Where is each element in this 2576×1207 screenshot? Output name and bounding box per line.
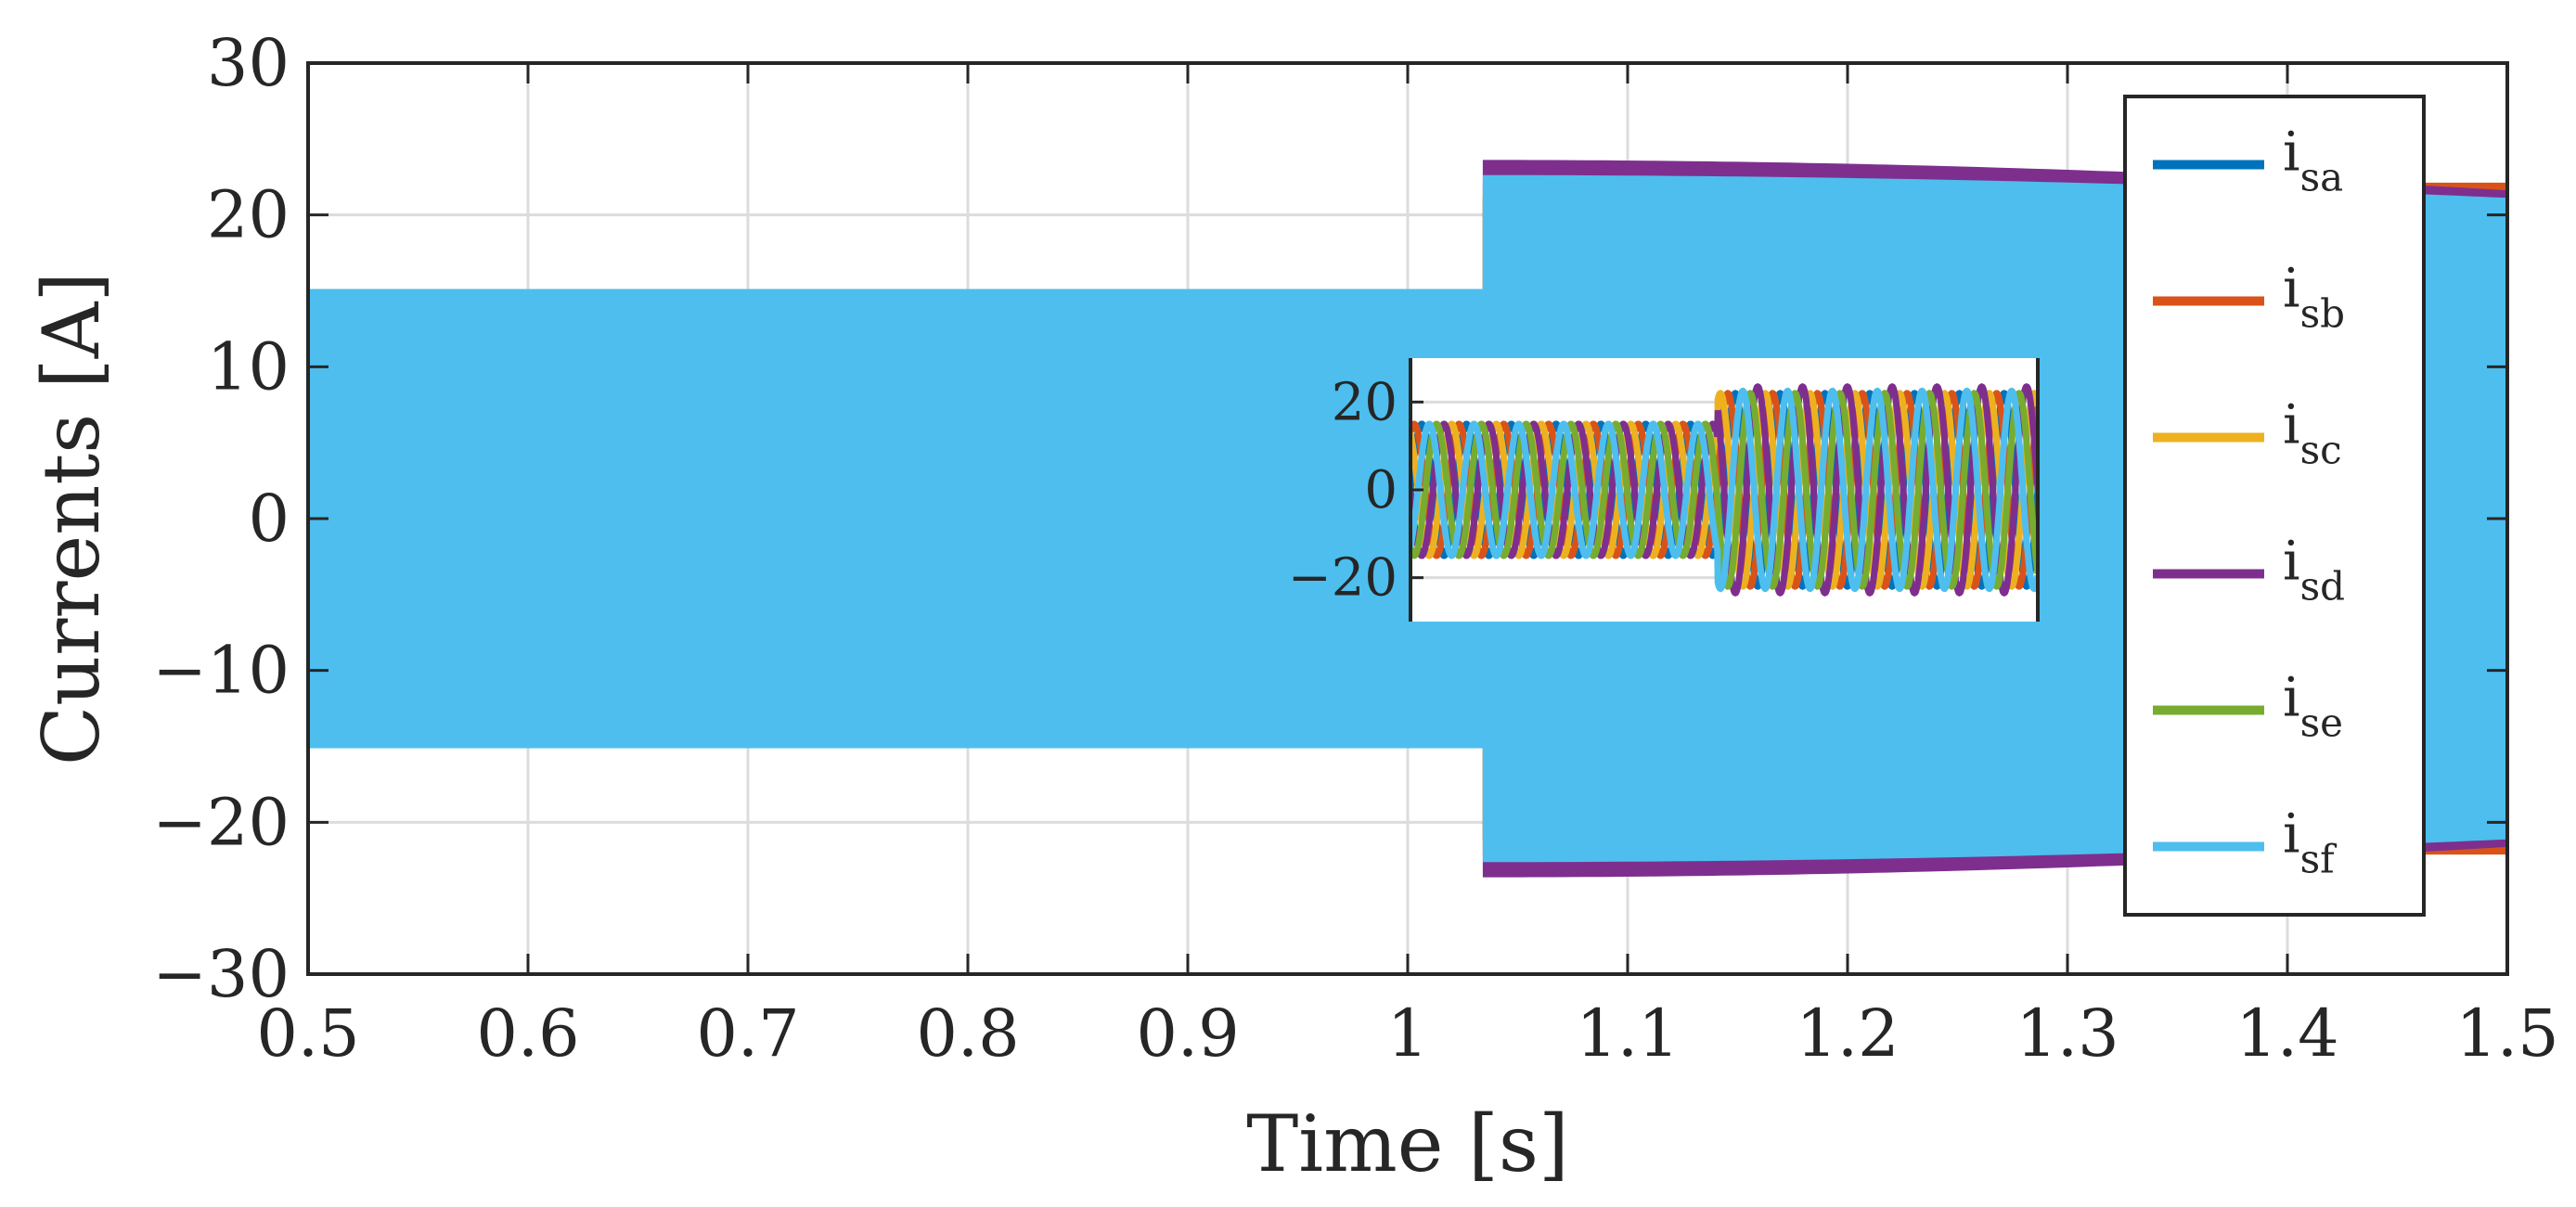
inset-y-tick-label: 0	[1364, 460, 1397, 520]
inset-y-tick-label: 20	[1332, 372, 1397, 432]
legend: isa isb isc isd ise isf	[2123, 95, 2426, 917]
x-tick-label: 1.5	[2455, 995, 2558, 1072]
y-tick-label: −10	[152, 633, 290, 709]
legend-label-i-sb: isb	[2283, 257, 2345, 337]
x-tick-label: 0.8	[916, 995, 1019, 1072]
inset-y-tick-label: −20	[1288, 548, 1397, 609]
legend-label-i-sc: isc	[2283, 393, 2342, 473]
y-tick-label: 10	[207, 328, 290, 404]
y-tick-label: 30	[207, 25, 290, 101]
y-tick-label: −20	[152, 784, 290, 860]
y-tick-label: 0	[248, 481, 290, 557]
x-tick-label: 1	[1387, 995, 1429, 1072]
x-tick-label: 0.9	[1136, 995, 1239, 1072]
x-tick-label: 1.1	[1576, 995, 1679, 1072]
x-tick-label: 0.5	[256, 995, 359, 1072]
legend-box	[2123, 95, 2426, 917]
inset-series-i-sf	[1410, 387, 2038, 593]
x-tick-label: 1.2	[1796, 995, 1899, 1072]
legend-label-i-sf: isf	[2283, 803, 2338, 882]
x-tick-label: 1.4	[2235, 995, 2338, 1072]
y-axis-title: Currents [A]	[26, 272, 117, 765]
x-tick-label: 1.3	[2016, 995, 2119, 1072]
x-tick-label: 0.6	[476, 995, 579, 1072]
inset-axes: −20 0 20	[1288, 358, 2040, 622]
x-tick-label: 0.7	[696, 995, 799, 1072]
legend-label-i-sd: isd	[2283, 530, 2345, 610]
x-axis-title: Time [s]	[1246, 1098, 1569, 1189]
legend-label-i-sa: isa	[2283, 121, 2343, 200]
legend-label-i-se: ise	[2283, 666, 2343, 746]
y-tick-label: −30	[152, 936, 290, 1012]
y-tick-label: 20	[207, 177, 290, 253]
